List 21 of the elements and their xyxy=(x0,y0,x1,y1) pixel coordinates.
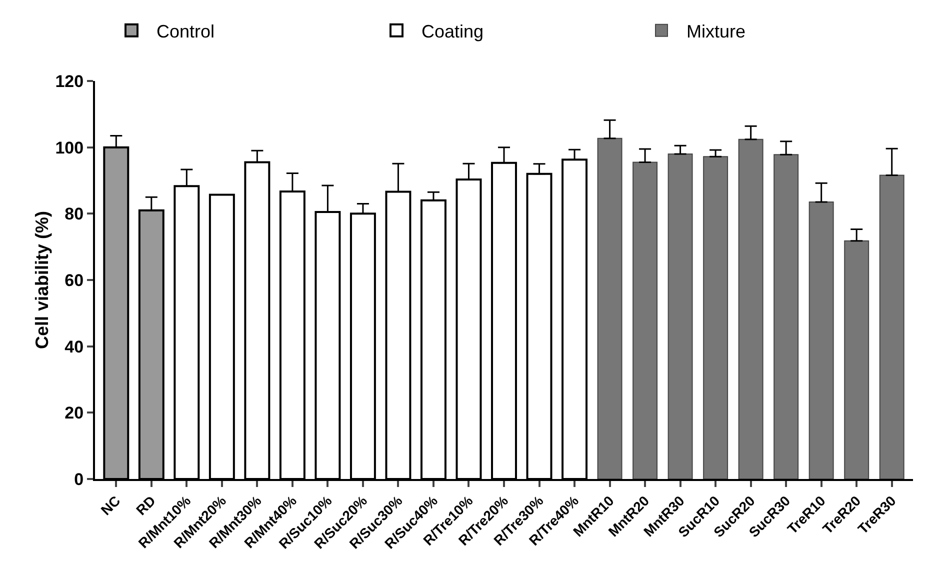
x-tick-label: NC xyxy=(98,492,124,518)
legend-label: Coating xyxy=(422,21,484,42)
y-tick-label: 100 xyxy=(55,138,84,158)
y-tick-label: 40 xyxy=(64,337,84,356)
bar xyxy=(774,154,799,479)
y-tick-label: 80 xyxy=(64,204,84,224)
y-tick-label: 0 xyxy=(74,470,84,489)
y-tick-label: 20 xyxy=(64,404,84,423)
y-tick-label: 120 xyxy=(55,72,84,91)
bar xyxy=(738,138,764,479)
y-tick-label: 60 xyxy=(64,270,84,290)
bar xyxy=(703,156,728,479)
bar xyxy=(597,138,622,479)
legend-label: Control xyxy=(156,21,215,42)
y-axis-title: Cell viability (%) xyxy=(32,210,52,350)
bar xyxy=(668,153,693,479)
bar xyxy=(632,162,658,479)
legend-label: Mixture xyxy=(686,21,746,42)
bar xyxy=(844,240,870,479)
bar xyxy=(879,174,904,479)
bar xyxy=(808,202,834,479)
